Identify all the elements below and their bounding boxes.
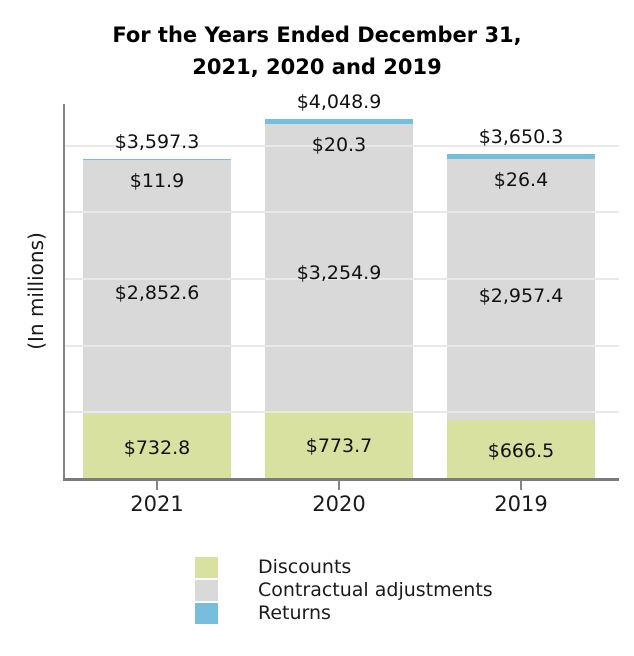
discounts-value-label-2021: $732.8 <box>123 436 191 459</box>
bar-segment-contractual-2020 <box>265 124 413 410</box>
gridline <box>65 344 619 347</box>
legend-label: Discounts <box>258 556 352 578</box>
returns-value-label-2019: $26.4 <box>493 169 549 191</box>
x-axis-label-2021: 2021 <box>130 492 184 516</box>
bar-total-label-2021: $3,597.3 <box>114 131 200 153</box>
x-axis-line <box>63 478 619 481</box>
chart-title-line1: For the Years Ended December 31, <box>112 23 522 47</box>
bar-segment-returns-2021 <box>83 159 231 160</box>
y-axis-line <box>63 104 65 481</box>
gridline <box>65 277 619 280</box>
contractual-value-label-2021: $2,852.6 <box>114 282 200 304</box>
discounts-swatch-icon <box>195 556 218 578</box>
discounts-value-label-2019: $666.5 <box>487 439 555 462</box>
bar-segment-contractual-2019 <box>447 159 595 420</box>
gridline <box>65 411 619 414</box>
chart-title: For the Years Ended December 31, 2021, 2… <box>0 19 634 83</box>
gridline <box>65 144 619 147</box>
y-axis-label: (In millions) <box>24 232 48 350</box>
legend-item-contractual-adjustments: Contractual adjustments <box>195 579 493 601</box>
x-axis-label-2019: 2019 <box>494 492 548 516</box>
bar-total-label-2020: $4,048.9 <box>296 91 382 113</box>
bar-segment-contractual-2021 <box>83 160 231 414</box>
bar-segment-returns-2020 <box>265 119 413 124</box>
chart-title-line2: 2021, 2020 and 2019 <box>192 55 442 79</box>
bar-segment-discounts-2020 <box>265 410 413 479</box>
returns-value-label-2020: $20.3 <box>311 134 367 156</box>
bar-total-label-2019: $3,650.3 <box>478 126 564 148</box>
x-tick-2020 <box>338 481 340 490</box>
bar-segment-discounts-2019 <box>447 420 595 479</box>
legend: Discounts Contractual adjustments Return… <box>195 556 493 624</box>
contractual-value-label-2019: $2,957.4 <box>478 284 564 307</box>
bar-segment-discounts-2021 <box>83 414 231 479</box>
gridline <box>65 211 619 214</box>
contractual-value-label-2020: $3,254.9 <box>296 262 382 284</box>
discounts-value-label-2020: $773.7 <box>305 434 373 457</box>
returns-swatch-icon <box>195 602 218 624</box>
x-tick-2019 <box>520 481 522 490</box>
legend-item-discounts: Discounts <box>195 556 493 578</box>
bar-segment-returns-2019 <box>447 154 595 159</box>
returns-value-label-2021: $11.9 <box>129 170 185 192</box>
legend-label: Contractual adjustments <box>258 579 493 601</box>
x-tick-2021 <box>156 481 158 490</box>
x-axis-label-2020: 2020 <box>312 492 366 516</box>
legend-label: Returns <box>258 602 331 624</box>
contractual-adjustments-swatch-icon <box>195 579 218 601</box>
legend-item-returns: Returns <box>195 602 493 624</box>
